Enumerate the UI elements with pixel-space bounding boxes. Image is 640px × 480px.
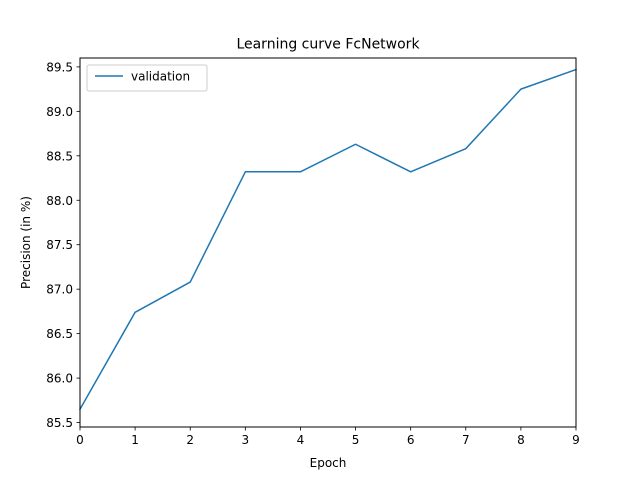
y-tick-label: 87.5: [46, 238, 73, 252]
y-axis-label: Precision (in %): [19, 196, 33, 289]
y-tick-label: 85.5: [46, 416, 73, 430]
x-tick-label: 7: [462, 433, 470, 447]
legend-label-validation: validation: [131, 70, 190, 84]
x-axis-label: Epoch: [310, 456, 347, 470]
x-tick-label: 4: [297, 433, 305, 447]
legend: validation: [86, 64, 208, 92]
x-tick-label: 9: [572, 433, 580, 447]
ticks-group: 0 1 2 3 4 5 6 7 8 9 85.5 86.0 86.5 87.0 87.5 88.0 88.5 89…: [46, 60, 580, 447]
y-tick-label: 89.5: [46, 60, 73, 74]
x-tick-label: 1: [131, 433, 139, 447]
plot-frame: [79, 57, 577, 428]
x-tick-label: 8: [517, 433, 525, 447]
y-tick-label: 86.5: [46, 327, 73, 341]
x-tick-label: 5: [352, 433, 360, 447]
chart-title: Learning curve FcNetwork: [236, 37, 420, 53]
y-tick-label: 86.0: [46, 372, 73, 386]
x-tick-label: 3: [242, 433, 250, 447]
x-tick-label: 0: [76, 433, 84, 447]
y-tick-label: 88.0: [46, 194, 73, 208]
y-tick-label: 88.5: [46, 149, 73, 163]
legend-box: [86, 64, 208, 92]
series-line-validation: [78, 68, 577, 411]
y-tick-label: 87.0: [46, 283, 73, 297]
series-group: [78, 68, 577, 411]
x-tick-label: 6: [407, 433, 415, 447]
x-tick-label: 2: [186, 433, 194, 447]
y-tick-label: 89.0: [46, 105, 73, 119]
